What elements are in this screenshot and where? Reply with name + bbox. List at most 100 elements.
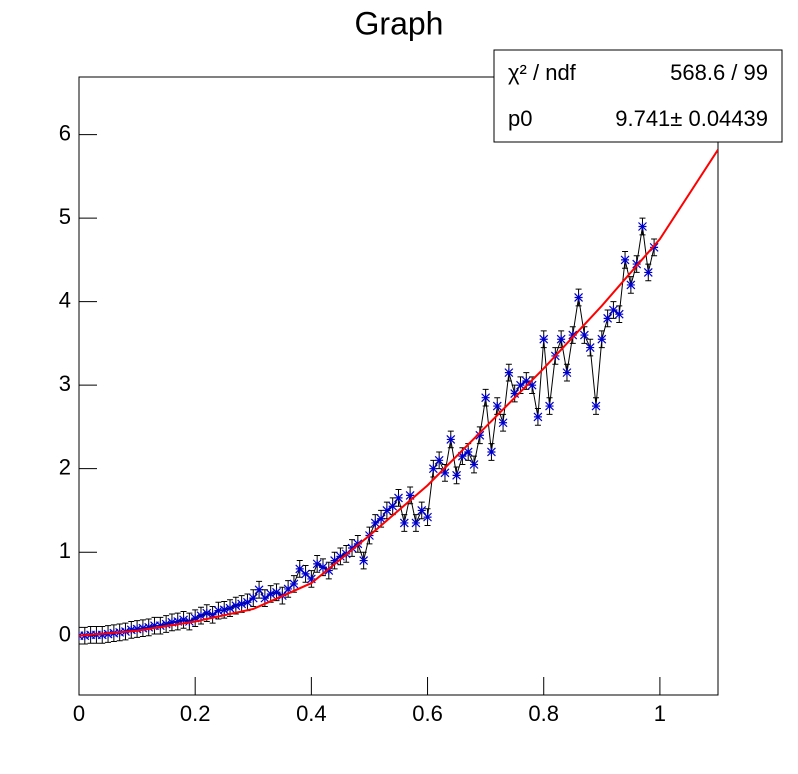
marker	[498, 418, 508, 428]
y-tick-label: 4	[59, 287, 71, 312]
x-tick-label: 0.4	[296, 701, 327, 726]
marker	[219, 605, 229, 615]
plot-area	[79, 149, 718, 645]
marker	[97, 630, 107, 640]
marker	[173, 617, 183, 626]
marker	[638, 222, 647, 231]
marker	[295, 564, 305, 574]
marker	[248, 593, 258, 603]
marker	[516, 380, 525, 390]
marker	[399, 518, 409, 528]
marker	[579, 330, 589, 340]
fit-line	[79, 149, 718, 637]
marker	[457, 451, 467, 461]
data-line	[79, 226, 655, 637]
marker	[324, 566, 334, 575]
marker	[539, 334, 549, 344]
marker	[423, 512, 432, 522]
x-tick-label: 0.8	[528, 701, 559, 726]
x-tick-label: 1	[654, 701, 666, 726]
y-tick-label: 5	[59, 204, 71, 229]
marker	[306, 574, 316, 584]
marker	[231, 601, 241, 611]
marker	[330, 556, 340, 565]
marker	[289, 579, 299, 589]
marker	[510, 389, 520, 398]
stats-label: p0	[508, 106, 532, 131]
marker	[126, 625, 136, 635]
marker	[144, 622, 154, 632]
marker	[132, 624, 142, 634]
y-tick-label: 1	[59, 538, 71, 563]
marker	[597, 334, 607, 344]
marker	[301, 569, 310, 579]
marker	[545, 401, 554, 411]
x-tick-label: 0	[73, 701, 85, 726]
stats-label: χ² / ndf	[508, 60, 577, 85]
marker	[335, 551, 345, 561]
marker	[359, 556, 369, 565]
marker	[312, 559, 322, 569]
marker	[417, 506, 427, 515]
marker	[521, 376, 531, 386]
marker	[585, 343, 595, 353]
marker	[568, 330, 578, 340]
marker	[394, 493, 403, 503]
marker	[376, 514, 386, 524]
x-tick-label: 0.6	[412, 701, 443, 726]
marker	[440, 468, 450, 478]
y-tick-label: 3	[59, 371, 71, 396]
marker	[190, 613, 200, 623]
marker	[254, 585, 264, 595]
marker	[492, 401, 502, 411]
chart-title: Graph	[355, 5, 444, 41]
marker	[138, 623, 148, 633]
marker	[405, 490, 415, 500]
marker	[266, 589, 276, 599]
marker	[161, 619, 171, 629]
y-tick-label: 0	[59, 622, 71, 647]
y-tick-label: 2	[59, 454, 71, 479]
marker	[167, 617, 177, 627]
marker	[196, 611, 206, 621]
stats-box	[493, 49, 783, 143]
marker	[533, 412, 543, 422]
marker	[469, 460, 479, 469]
marker	[475, 430, 485, 440]
y-tick-label: 6	[59, 120, 71, 145]
marker	[562, 368, 572, 378]
marker	[626, 280, 636, 290]
marker	[434, 455, 444, 465]
marker	[388, 501, 398, 511]
marker	[382, 506, 392, 515]
stats-value: 568.6 / 99	[670, 60, 768, 85]
marker	[614, 309, 624, 319]
marker	[260, 593, 270, 603]
marker	[609, 305, 618, 315]
marker	[155, 621, 165, 631]
marker	[243, 597, 252, 607]
marker	[179, 615, 188, 625]
marker	[481, 393, 491, 403]
plot-frame	[78, 76, 719, 696]
marker	[649, 242, 659, 252]
marker	[150, 621, 159, 631]
marker	[620, 255, 630, 265]
marker	[272, 587, 281, 597]
x-tick-label: 0.2	[180, 701, 211, 726]
marker	[208, 610, 218, 620]
marker	[318, 562, 328, 572]
marker	[347, 543, 357, 553]
marker	[556, 334, 566, 344]
marker	[411, 518, 421, 528]
marker	[487, 447, 496, 457]
marker	[591, 401, 601, 411]
marker	[237, 599, 247, 609]
marker	[452, 470, 462, 480]
marker	[527, 380, 537, 390]
marker	[428, 464, 438, 474]
error-bar	[79, 626, 82, 645]
marker	[643, 267, 653, 277]
marker	[446, 435, 456, 444]
